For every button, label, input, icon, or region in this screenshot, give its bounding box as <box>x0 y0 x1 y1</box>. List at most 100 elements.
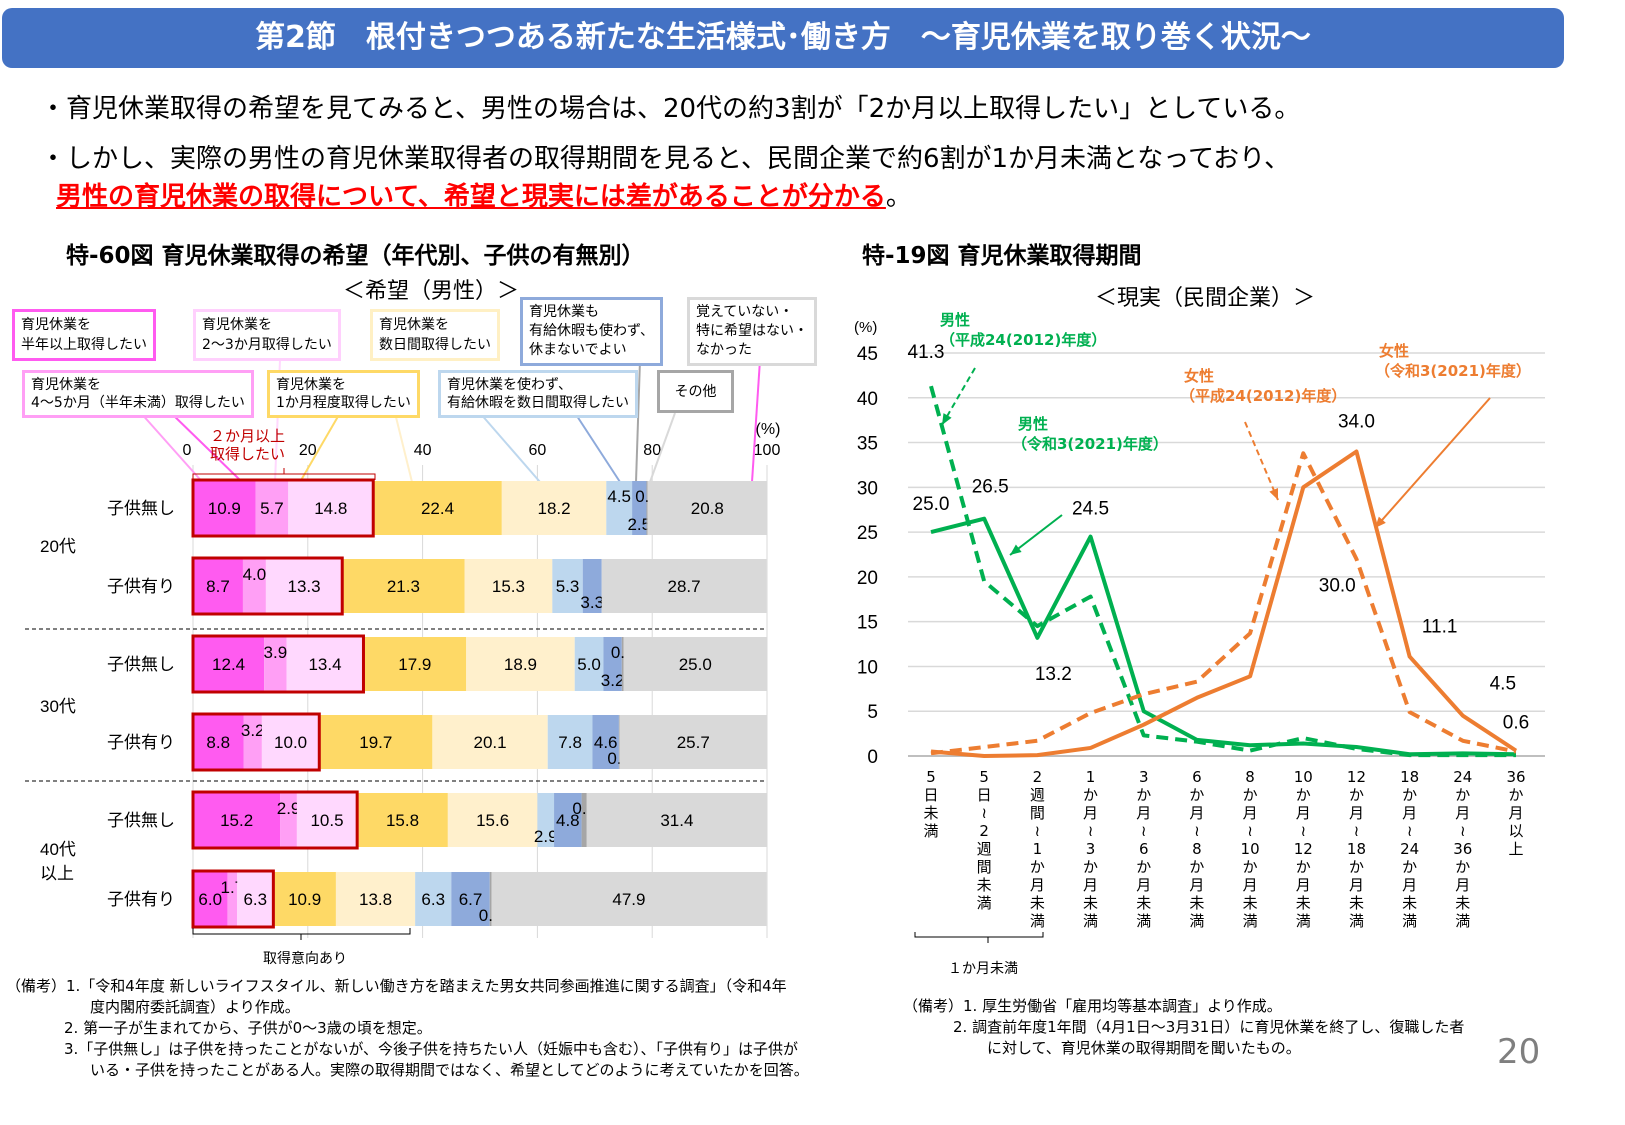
bullet-3: 男性の育児休業の取得について、希望と現実には差があることが分かる。 <box>56 176 912 213</box>
bar-value-label: 14.8 <box>314 499 347 518</box>
y-tick-label: 0 <box>867 747 878 768</box>
bar-segment <box>489 872 492 926</box>
x-tick-label: 36 か月以上 <box>1506 768 1526 858</box>
x-tick-label: 24 か月 ≀ 36 か月未満 <box>1453 768 1473 930</box>
right-chart-subtitle: ＜現実（民間企業）＞ <box>1095 286 1316 311</box>
x-unit-label: (%) <box>756 421 781 438</box>
bar-segment <box>586 793 767 847</box>
arrow-head-icon <box>1375 516 1386 528</box>
bar-segment <box>606 481 633 535</box>
bullet-1: ・育児休業取得の希望を見てみると、男性の場合は、20代の約3割が「2か月以上取得… <box>40 94 1301 124</box>
bar-value-label: 8.8 <box>206 733 230 752</box>
emphasis-text: 男性の育児休業の取得について、希望と現実には差があることが分かる <box>56 182 886 212</box>
row-label: 子供有り <box>107 890 175 909</box>
bar-value-label: 15.8 <box>386 811 419 830</box>
legend-item-1month: 育児休業を 1か月程度取得したい <box>267 370 420 418</box>
data-label: 11.1 <box>1422 617 1458 638</box>
series-line <box>930 451 1517 756</box>
x-tick-label: 0 <box>183 442 192 459</box>
legend-leader-line <box>649 412 676 483</box>
annotation-intent: 取得意向あり <box>263 951 347 967</box>
data-label: 30.0 <box>1319 575 1356 596</box>
bar-segment <box>552 559 583 613</box>
legend-leader-line <box>299 412 341 483</box>
x-tick-label: 5 日 ≀ 2 週間未満 <box>976 768 992 912</box>
two-months-highlight-box <box>191 556 344 616</box>
bar-value-label: 13.4 <box>308 655 341 674</box>
bar-segment <box>415 872 452 926</box>
y-tick-label: 15 <box>857 613 878 634</box>
bar-segment <box>227 872 238 926</box>
bar-value-label: 15.3 <box>492 577 525 596</box>
bar-segment <box>280 793 297 847</box>
bar-value-label: 5.0 <box>577 655 601 674</box>
bar-value-label: 10.9 <box>208 499 241 518</box>
bar-segment <box>255 481 289 535</box>
bar-segment <box>601 559 767 613</box>
annotation-2months: ２か月以上 取得したい <box>210 427 286 463</box>
bar-value-label: 7.8 <box>558 733 582 752</box>
bar-value-label: 13.8 <box>359 890 392 909</box>
legend-leader-line <box>169 411 241 481</box>
left-chart-title: 特-60図 育児休業取得の希望（年代別、子供の有無別） <box>66 243 645 269</box>
bar-value-label: 3.3 <box>580 593 604 612</box>
x-tick-label: 8 か月 ≀ 10 か月未満 <box>1240 768 1260 930</box>
arrow-head-icon <box>1269 488 1278 500</box>
emphasis-end: 。 <box>885 182 912 212</box>
legend-leader-line <box>574 412 621 483</box>
y-tick-label: 40 <box>857 389 878 410</box>
data-label: 25.0 <box>913 494 950 515</box>
bar-value-label: 10.0 <box>274 733 307 752</box>
bar-segment <box>632 481 647 535</box>
bar-segment <box>273 872 336 926</box>
bar-segment <box>603 637 622 691</box>
bar-segment <box>547 715 593 769</box>
data-label: 4.5 <box>1490 674 1516 695</box>
bar-segment <box>464 559 553 613</box>
bar-segment <box>647 481 767 535</box>
bar-segment <box>264 637 287 691</box>
x-tick-label: 60 <box>529 442 547 459</box>
bar-value-label: 20.8 <box>691 499 724 518</box>
line-chart: 0 5 10 15 20 25 30 35 40 45 (%) 41.3 25.0 26.5 13.2 24.… <box>854 319 1545 943</box>
bar-value-label: 12.4 <box>212 655 245 674</box>
y-tick-label: 20 <box>857 568 878 589</box>
series-label-male-2021: 男性 （令和3(2021)年度） <box>1012 415 1168 453</box>
bar-segment <box>243 715 262 769</box>
legend-leader-line <box>751 359 761 483</box>
bar-value-label: 15.2 <box>220 811 253 830</box>
bar-value-label: 2.9 <box>277 799 301 818</box>
bar-value-label: 5.7 <box>260 499 284 518</box>
bar-segment <box>193 793 281 847</box>
bar-segment <box>288 481 374 535</box>
bar-value-label: 25.7 <box>677 733 710 752</box>
data-label: 0.6 <box>1503 713 1529 734</box>
right-notes: （備考）1. 厚生労働省「雇用均等基本調査」より作成。 2. 調査前年度1年間（… <box>903 997 1465 1057</box>
bar-chart: 0 20 40 60 80 100 (%) 子供無し 10.9 5.7 14.8 22.4 18.2 4.… <box>25 359 781 940</box>
legend-item-2-3months: 育児休業を 2～3か月取得したい <box>193 309 341 361</box>
arrow-head-icon <box>1010 544 1022 555</box>
bullet-2: ・しかし、実際の男性の育児休業取得者の取得期間を見ると、民間企業で約6割が1か月… <box>40 144 1291 174</box>
one-month-bracket <box>914 932 1044 943</box>
bar-value-label: 21.3 <box>387 577 420 596</box>
legend-leader-line <box>479 412 541 483</box>
x-tick-label: 6 か月 ≀ 8 か月未満 <box>1189 768 1205 930</box>
bar-value-label: 47.9 <box>612 890 645 909</box>
y-tick-label: 35 <box>857 434 878 455</box>
bar-value-label: 18.9 <box>504 655 537 674</box>
y-tick-label: 25 <box>857 523 878 544</box>
two-months-highlight-box <box>191 712 321 772</box>
bar-value-label: 19.7 <box>359 733 392 752</box>
bracket-label: １か月未満 <box>948 961 1018 977</box>
bar-value-label: 2.9 <box>534 827 558 846</box>
bar-value-label: 17.9 <box>398 655 431 674</box>
two-months-bracket <box>192 468 376 480</box>
bar-segment <box>537 793 555 847</box>
y-tick-label: 10 <box>857 657 878 678</box>
bar-segment <box>447 793 538 847</box>
bar-value-label: 10.9 <box>288 890 321 909</box>
data-label: 13.2 <box>1035 664 1072 685</box>
bar-value-label: 20.1 <box>473 733 506 752</box>
bar-segment <box>554 793 582 847</box>
bar-segment <box>237 872 274 926</box>
